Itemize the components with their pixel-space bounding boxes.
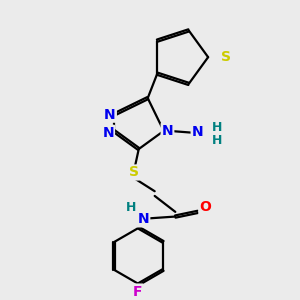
Text: H: H [212,121,222,134]
Text: N: N [102,126,114,140]
Text: O: O [200,200,211,214]
Text: H: H [126,201,136,214]
Text: N: N [138,212,149,226]
Text: F: F [133,285,142,298]
Text: N: N [162,124,173,138]
Text: S: S [221,50,231,64]
Text: N: N [104,108,116,122]
Text: H: H [212,134,222,147]
Text: S: S [129,166,139,179]
Text: N: N [192,125,203,139]
